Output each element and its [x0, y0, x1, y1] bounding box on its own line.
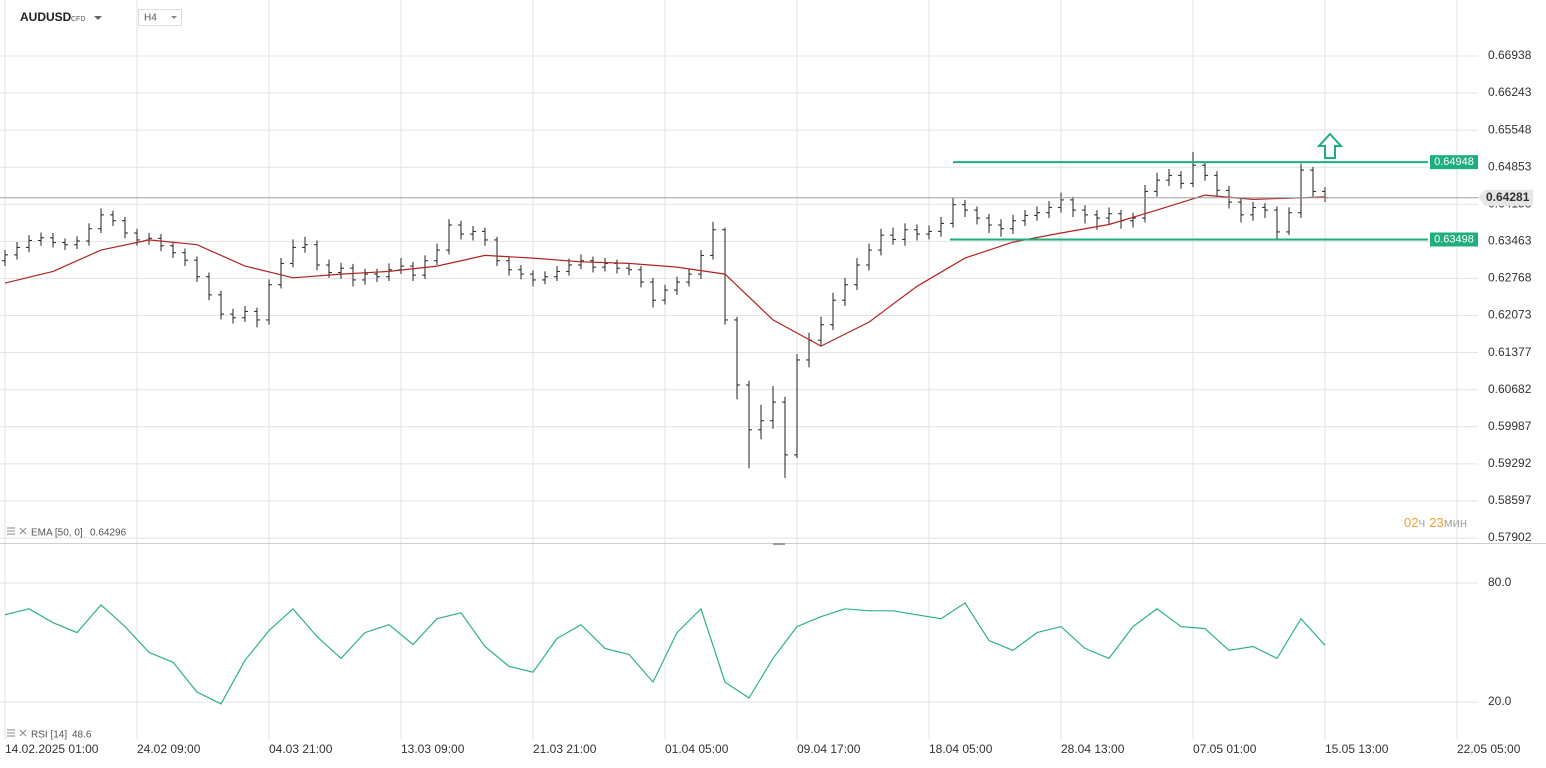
- rsi-tick-label: 80.0: [1488, 575, 1512, 589]
- x-tick-label: 28.04 13:00: [1061, 742, 1125, 756]
- up-arrow-icon: [1316, 132, 1344, 159]
- y-tick-label: 0.60682: [1488, 382, 1532, 396]
- level-label: 0.64948: [1434, 156, 1474, 168]
- timeframe-dropdown[interactable]: [171, 16, 177, 19]
- symbol[interactable]: AUDUSD: [20, 10, 72, 24]
- timer-hours-unit: ч: [1418, 515, 1425, 530]
- y-tick-label: 0.61377: [1488, 345, 1532, 359]
- x-tick-label: 13.03 09:00: [401, 742, 465, 756]
- y-tick-label: 0.66938: [1488, 48, 1532, 62]
- timer: 02ч 23мин: [1404, 515, 1467, 530]
- pane-handle[interactable]: [773, 543, 785, 545]
- y-tick-label: 0.65548: [1488, 122, 1532, 136]
- x-tick-label: 22.05 05:00: [1457, 742, 1521, 756]
- x-tick-label: 14.02.2025 01:00: [5, 742, 99, 756]
- ema-legend-value: 0.64296: [90, 528, 127, 539]
- y-tick-label: 0.57902: [1488, 530, 1532, 544]
- timer-minutes: 23: [1429, 515, 1443, 530]
- timer-minutes-unit: мин: [1444, 515, 1467, 530]
- y-tick-label: 0.59292: [1488, 456, 1532, 470]
- marks: [2, 151, 1328, 705]
- timeframe[interactable]: H4: [144, 13, 157, 24]
- y-tick-label: 0.58597: [1488, 493, 1532, 507]
- x-tick-label: 09.04 17:00: [797, 742, 861, 756]
- timeframe-box[interactable]: [138, 9, 182, 26]
- x-tick-label: 24.02 09:00: [137, 742, 201, 756]
- rsi-close-icon[interactable]: [19, 729, 27, 737]
- x-tick-label: 07.05 01:00: [1193, 742, 1257, 756]
- last-price-box: [1478, 189, 1533, 206]
- instrument: CFD: [71, 16, 85, 23]
- ema-close-icon[interactable]: [19, 527, 27, 535]
- y-tick-label: 0.59987: [1488, 419, 1532, 433]
- level-label: 0.63498: [1434, 233, 1474, 245]
- y-tick-label: 0.66243: [1488, 85, 1532, 99]
- ema-legend-name: EMA [50, 0]: [31, 528, 83, 539]
- y-tick-label: 0.62073: [1488, 308, 1532, 322]
- x-tick-label: 21.03 21:00: [533, 742, 597, 756]
- x-tick-label: 18.04 05:00: [929, 742, 993, 756]
- ema-line: [4, 194, 1326, 347]
- y-tick-label: 0.63463: [1488, 234, 1532, 248]
- rsi-legend-name: RSI [14]: [31, 730, 67, 741]
- symbol-dropdown[interactable]: [94, 16, 102, 20]
- level-label-box: [1430, 155, 1478, 170]
- rsi-tick-label: 20.0: [1488, 694, 1512, 708]
- rsi-menu-icon[interactable]: [7, 729, 15, 737]
- grid: [0, 0, 1478, 740]
- x-tick-label: 15.05 13:00: [1325, 742, 1389, 756]
- x-tick-label: 01.04 05:00: [665, 742, 729, 756]
- x-tick-label: 04.03 21:00: [269, 742, 333, 756]
- rsi-legend-value: 48.6: [72, 730, 92, 741]
- y-tick-label: 0.64853: [1488, 159, 1532, 173]
- ema-menu-icon[interactable]: [7, 527, 15, 535]
- timer-hours: 02: [1404, 515, 1418, 530]
- level-label-box: [1430, 232, 1478, 247]
- y-tick-label: 0.62768: [1488, 271, 1532, 285]
- rsi-line: [4, 602, 1326, 705]
- last-price-label: 0.64281: [1486, 190, 1530, 204]
